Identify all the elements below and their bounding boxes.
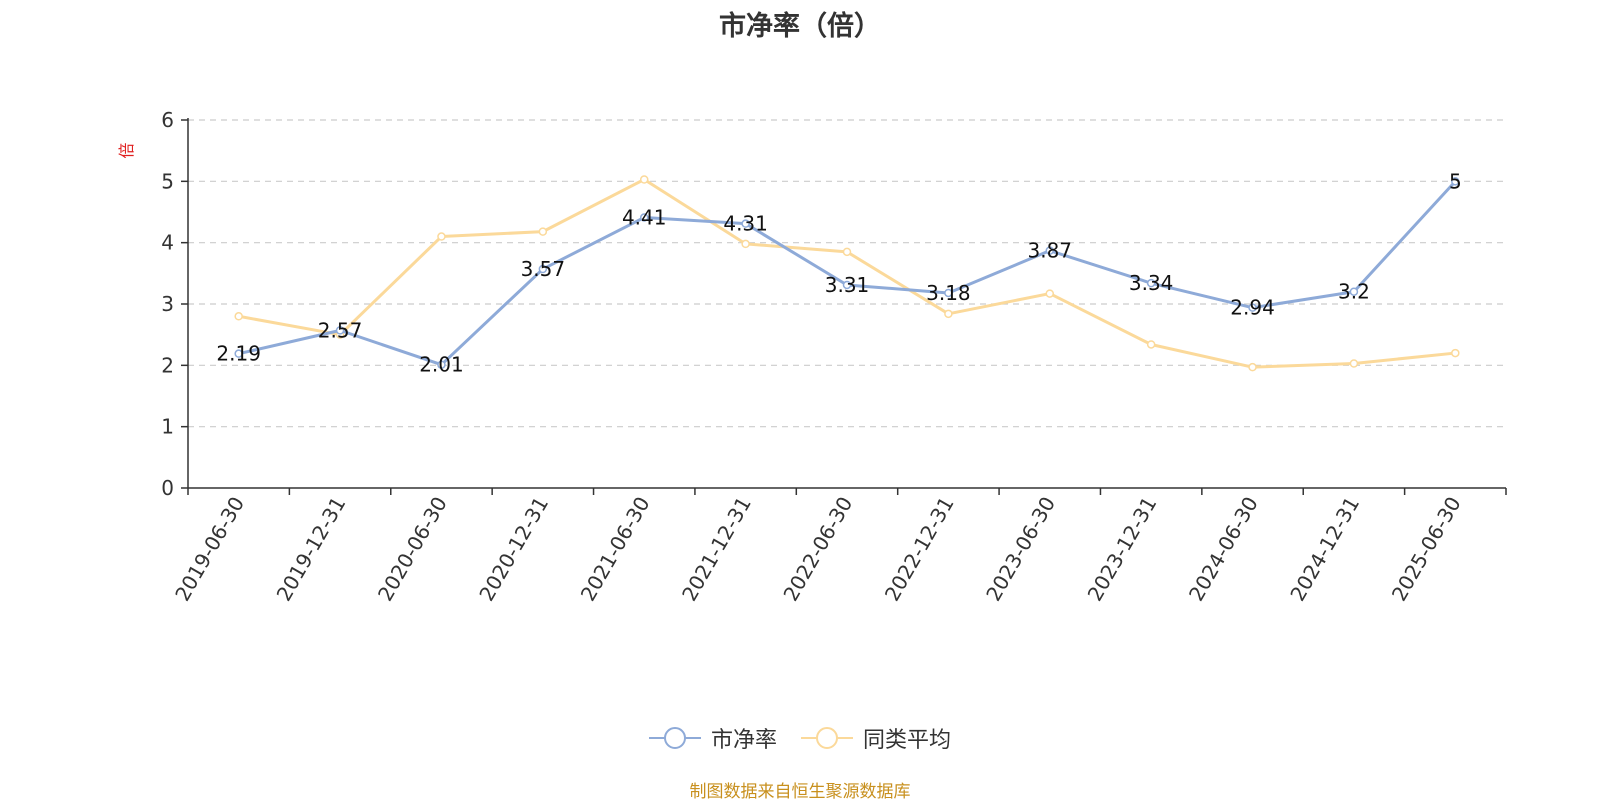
- data-point-series-1: [944, 288, 953, 298]
- data-point-series-1: [1451, 177, 1460, 186]
- data-point-series-2: [1146, 340, 1156, 349]
- x-tick-label: 2022-12-31: [880, 493, 959, 606]
- legend-item-series-2[interactable]: 同类平均: [801, 722, 951, 754]
- data-point-series-1: [741, 219, 750, 228]
- y-tick-label: 5: [161, 169, 174, 193]
- data-point-series-2: [1349, 359, 1359, 368]
- x-tick-label: 2024-06-30: [1184, 493, 1263, 606]
- y-tick-label: 2: [161, 353, 174, 377]
- y-tick-label: 3: [161, 292, 174, 316]
- data-point-series-2: [1045, 289, 1055, 298]
- legend: 市净率 同类平均: [0, 722, 1600, 754]
- y-tick-label: 0: [161, 476, 174, 500]
- legend-label-series-1: 市净率: [710, 728, 777, 753]
- data-label: 3.57: [521, 257, 566, 281]
- source-note: 制图数据来自恒生聚源数据库: [689, 782, 911, 802]
- legend-label-series-2: 同类平均: [863, 728, 952, 753]
- data-label: 2.01: [419, 353, 464, 377]
- x-tick-label: 2023-06-30: [981, 493, 1060, 606]
- data-label: 3.2: [1338, 280, 1370, 304]
- x-tick-label: 2021-06-30: [576, 493, 655, 606]
- data-point-series-1: [234, 349, 243, 358]
- series-lines: [234, 175, 1460, 372]
- data-label: 3.34: [1129, 271, 1174, 295]
- data-label: 5: [1449, 169, 1462, 193]
- y-tick-label: 1: [161, 415, 174, 439]
- data-label: 4.41: [622, 206, 667, 230]
- data-point-series-2: [538, 227, 548, 236]
- x-tick-label: 2025-06-30: [1387, 493, 1466, 606]
- data-point-series-1: [1349, 287, 1359, 296]
- x-tick-label: 2020-06-30: [373, 493, 452, 606]
- data-point-series-2: [437, 232, 446, 241]
- data-label: 2.94: [1230, 296, 1275, 320]
- data-label: 3.87: [1028, 239, 1073, 263]
- data-label: 3.18: [926, 281, 971, 305]
- data-point-series-1: [1146, 278, 1156, 288]
- legend-swatch-series-2: [801, 726, 853, 750]
- data-point-series-2: [639, 175, 649, 184]
- legend-swatch-series-1: [648, 726, 701, 750]
- data-point-series-2: [944, 309, 953, 319]
- data-point-series-2: [1248, 362, 1257, 372]
- x-tick-label: 2021-12-31: [677, 493, 756, 606]
- x-tick-label: 2022-06-30: [778, 493, 857, 606]
- y-axis-label: 倍: [117, 143, 136, 159]
- x-tick-label: 2019-06-30: [170, 493, 249, 606]
- data-point-series-1: [639, 213, 649, 222]
- axes: 0 1 2 3 4 5 6 倍 2019-06-30 2019-12-31 2020-06-30 20…: [117, 108, 1507, 606]
- x-tick-label: 2024-12-31: [1285, 493, 1364, 606]
- data-label: 2.19: [216, 342, 261, 366]
- data-label: 3.31: [825, 273, 870, 297]
- data-label: 2.57: [318, 318, 363, 342]
- data-point-series-2: [842, 247, 852, 257]
- data-point-series-1: [842, 280, 852, 290]
- y-tick-label: 4: [161, 231, 174, 255]
- data-point-series-1: [437, 360, 446, 369]
- data-point-series-2: [1451, 348, 1460, 358]
- x-tick-label: 2020-12-31: [474, 493, 553, 606]
- data-point-series-1: [1045, 246, 1055, 255]
- x-tick-label: 2019-12-31: [272, 493, 351, 606]
- data-point-series-2: [741, 239, 750, 249]
- data-label: 4.31: [723, 212, 768, 236]
- data-point-series-1: [538, 264, 548, 274]
- y-tick-label: 6: [161, 108, 174, 132]
- x-tick-label: 2023-12-31: [1083, 493, 1162, 606]
- data-point-series-2: [234, 312, 243, 321]
- chart-title: 市净率（倍）: [719, 11, 881, 42]
- legend-item-series-1[interactable]: 市净率: [648, 722, 777, 754]
- data-labels: 2.19 2.57 2.01 3.57 4.41 4.31 3.31 3.18 3.87 3.34…: [216, 169, 1461, 376]
- data-point-series-1: [1248, 303, 1257, 312]
- data-point-series-1: [335, 326, 345, 335]
